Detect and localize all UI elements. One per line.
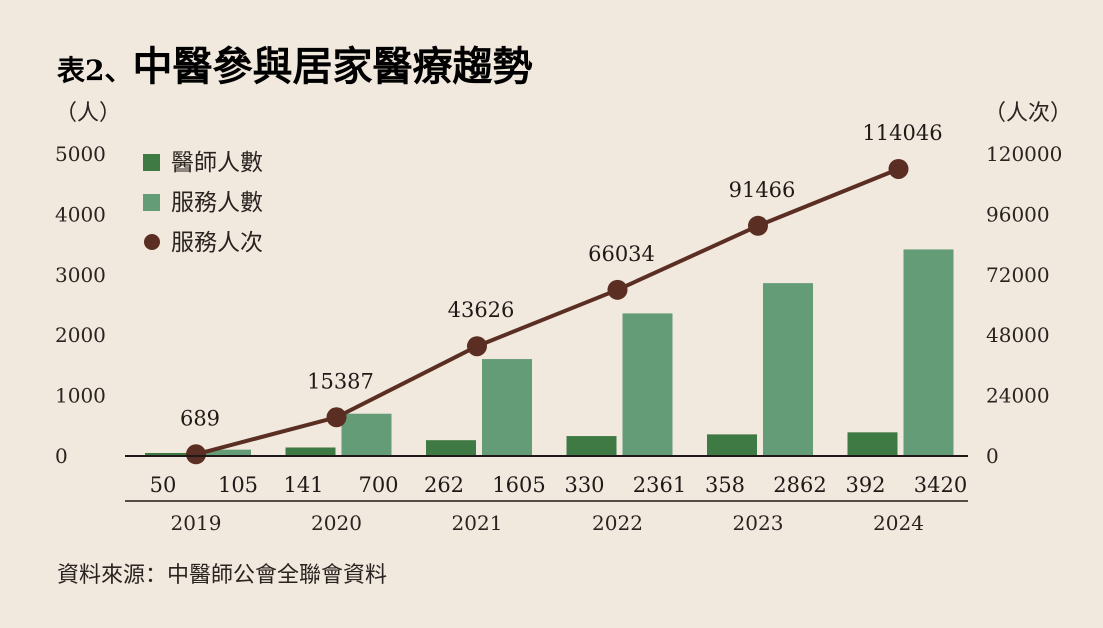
doctors-value-label: 262 — [424, 473, 464, 497]
category-label: 2022 — [592, 511, 643, 535]
doctors-value-label: 330 — [564, 473, 604, 497]
doctors-value-label: 358 — [705, 473, 745, 497]
visits-value-label: 689 — [180, 406, 220, 430]
left-tick-label: 0 — [55, 444, 68, 468]
right-axis-ticks: 0 24000 48000 72000 96000 120000 — [986, 142, 1062, 468]
bar-doctors — [566, 436, 617, 456]
visits-point — [326, 407, 347, 428]
bar-patients — [763, 283, 813, 456]
visits-value-label: 66034 — [588, 242, 655, 266]
visits-value-label: 114046 — [862, 121, 942, 145]
bar-patients — [482, 359, 532, 456]
patients-value-label: 1605 — [492, 473, 545, 497]
visits-value-label: 43626 — [448, 298, 515, 322]
left-tick-label: 5000 — [55, 142, 106, 166]
bar-doctors — [847, 432, 898, 456]
left-tick-label: 3000 — [55, 263, 106, 287]
legend-swatch — [143, 154, 160, 171]
visits-point — [467, 336, 487, 357]
bar-doctors — [707, 434, 757, 456]
doctors-value-label: 50 — [150, 473, 177, 497]
bar-patients — [201, 449, 251, 456]
bar-doctors — [285, 447, 336, 456]
left-tick-label: 2000 — [55, 323, 106, 347]
doctors-value-label: 141 — [283, 473, 323, 497]
patients-value-label: 700 — [358, 473, 398, 497]
legend-label: 服務人次 — [171, 230, 263, 256]
visits-point — [888, 158, 909, 179]
left-tick-label: 1000 — [55, 384, 106, 408]
category-row: 2019 2020 2021 2022 2023 2024 — [171, 511, 924, 535]
right-tick-label: 96000 — [986, 202, 1050, 226]
left-axis-unit: （人） — [55, 101, 121, 126]
right-tick-label: 120000 — [986, 142, 1062, 166]
patients-value-label: 2361 — [633, 473, 686, 497]
patients-value-label: 105 — [218, 473, 258, 497]
bar-patients — [341, 413, 392, 456]
left-axis-ticks: 0 1000 2000 3000 4000 5000 — [55, 142, 106, 468]
source-note: 資料來源：中醫師公會全聯會資料 — [57, 563, 387, 588]
visits-line-path — [195, 167, 900, 457]
patients-value-label: 2862 — [773, 473, 826, 497]
legend-label: 醫師人數 — [171, 150, 263, 176]
title-main: 中醫參與居家醫療趨勢 — [132, 43, 532, 90]
category-label: 2021 — [452, 511, 503, 535]
value-row: 50 105 141 700 262 1605 330 2361 358 2862 392 3420 — [150, 473, 968, 497]
legend-label: 服務人數 — [171, 190, 263, 216]
visits-line: 689 15387 43626 66034 91466 114046 — [180, 121, 943, 465]
category-label: 2024 — [873, 511, 924, 535]
legend-swatch — [143, 194, 160, 211]
right-tick-label: 0 — [986, 444, 999, 468]
category-label: 2023 — [733, 511, 784, 535]
bars — [145, 249, 954, 456]
bar-doctors — [145, 452, 195, 456]
bar-patients — [903, 249, 954, 456]
category-label: 2019 — [171, 511, 222, 535]
visits-point — [186, 444, 206, 465]
bar-doctors — [426, 440, 476, 456]
patients-value-label: 3420 — [914, 473, 967, 497]
right-axis-unit: （人次） — [984, 101, 1072, 126]
visits-point — [748, 215, 768, 236]
right-tick-label: 48000 — [986, 323, 1050, 347]
category-label: 2020 — [311, 511, 362, 535]
visits-point — [607, 279, 628, 300]
visits-value-label: 15387 — [307, 369, 374, 393]
right-tick-label: 72000 — [986, 263, 1050, 287]
doctors-value-label: 392 — [845, 473, 885, 497]
left-tick-label: 4000 — [55, 202, 106, 226]
right-tick-label: 24000 — [986, 384, 1050, 408]
bar-patients — [622, 313, 673, 456]
visits-value-label: 91466 — [729, 178, 796, 202]
legend-swatch — [144, 234, 160, 250]
title-prefix: 表2、 — [57, 54, 132, 87]
chart-title: 表2、中醫參與居家醫療趨勢 — [57, 43, 532, 90]
